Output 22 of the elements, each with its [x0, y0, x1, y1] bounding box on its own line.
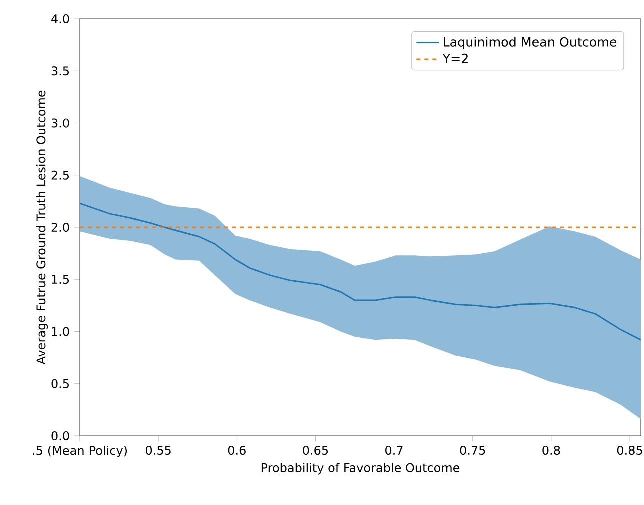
- y-axis-title: Average Futrue Ground Truth Lesion Outcome: [36, 90, 48, 365]
- y-tick-label: 2.0: [52, 222, 70, 232]
- legend-label: Y=2: [442, 54, 468, 64]
- y-tick-label: 0.0: [52, 431, 70, 441]
- x-tick-label: .5 (Mean Policy): [33, 446, 127, 458]
- x-tick-label: 0.65: [303, 446, 328, 456]
- y-tick-label: 2.5: [52, 170, 69, 180]
- x-tick-label: 0.75: [460, 446, 486, 456]
- y-tick-label: 0.5: [52, 379, 69, 388]
- y-tick-label: 3.5: [52, 66, 69, 76]
- y-tick-label: 1.0: [52, 327, 70, 336]
- x-tick-label: 0.8: [542, 446, 560, 456]
- y-tick-label: 1.5: [52, 275, 69, 284]
- legend-label: Laquinimod Mean Outcome: [444, 37, 617, 50]
- y-tick-label: 3.0: [52, 118, 70, 128]
- x-tick-label: 0.7: [386, 446, 403, 456]
- x-axis-title: Probability of Favorable Outcome: [262, 463, 460, 475]
- y-tick-label: 4.0: [52, 14, 70, 24]
- x-tick-label: 0.55: [146, 446, 171, 456]
- line-series: [80, 202, 641, 341]
- x-tick-label: 0.85: [617, 446, 642, 456]
- x-tick-label: 0.6: [228, 446, 246, 456]
